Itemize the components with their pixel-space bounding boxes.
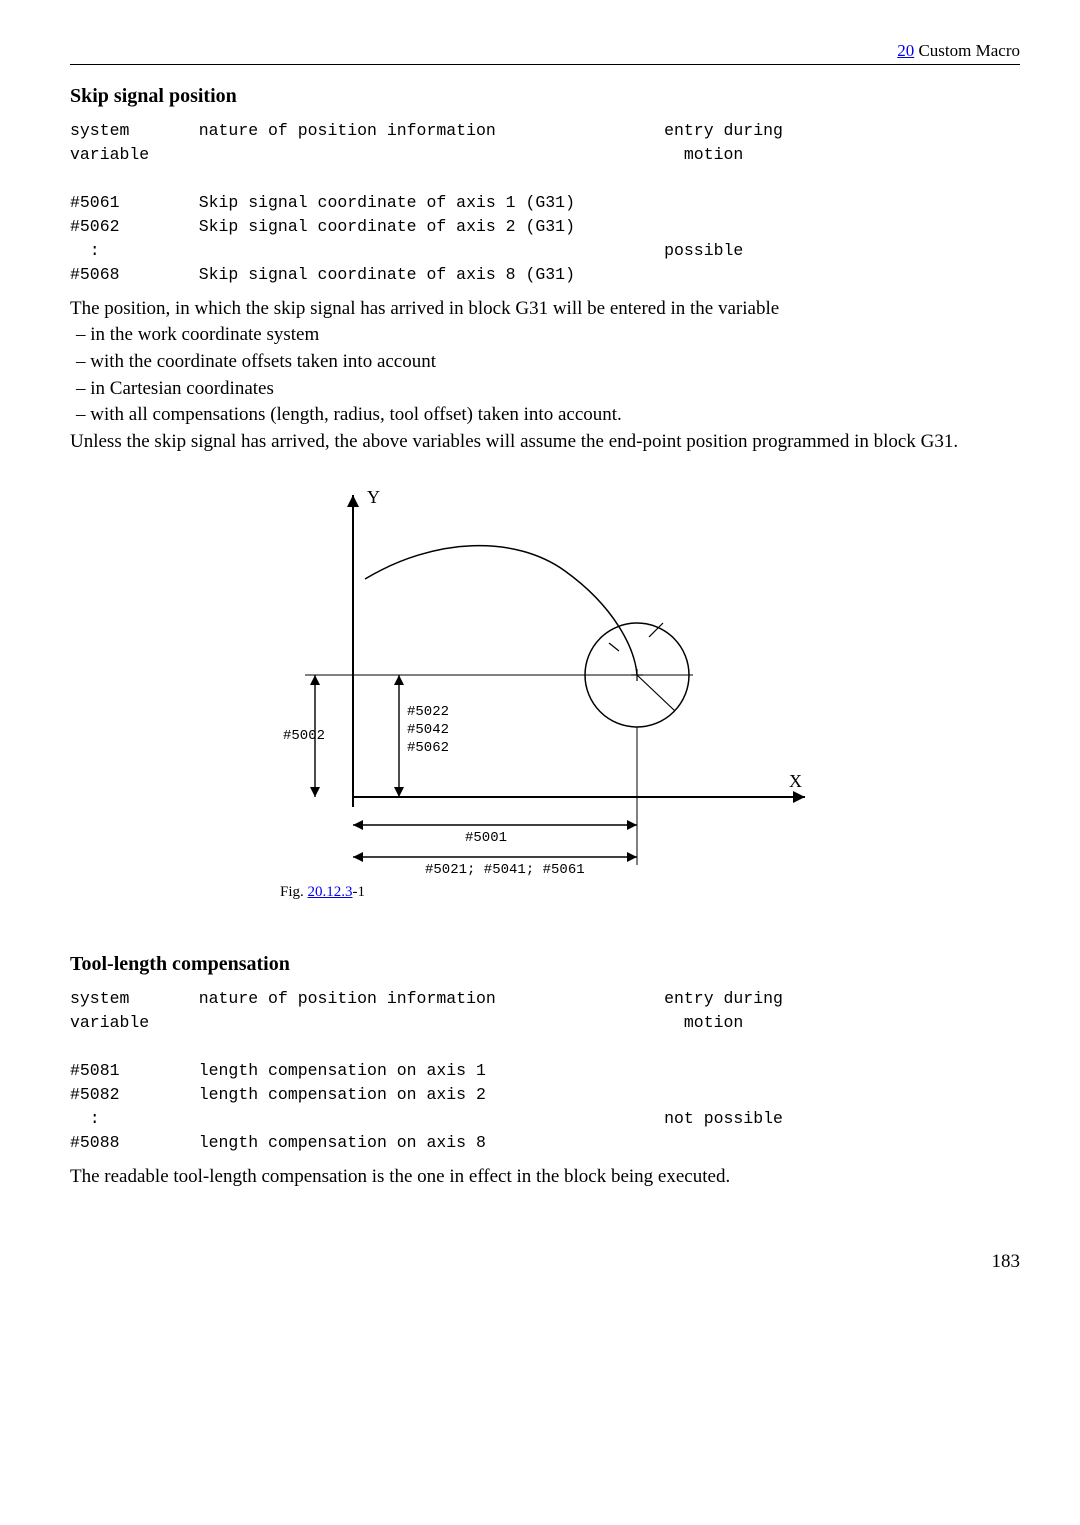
para-item: – with the coordinate offsets taken into…	[76, 350, 1020, 375]
fig-label-5062: #5062	[407, 740, 449, 756]
para-item: – in the work coordinate system	[76, 323, 1020, 348]
para-item: – with all compensations (length, radius…	[76, 403, 1020, 428]
page-header: 20 Custom Macro	[70, 40, 1020, 65]
para-line: The readable tool-length compensation is…	[70, 1165, 1020, 1190]
figure-container: Y X #5002 #5022 #50	[70, 479, 1020, 904]
chapter-title: Custom Macro	[914, 41, 1020, 60]
fig-link[interactable]: 20.12.3	[308, 884, 353, 900]
para-item: – in Cartesian coordinates	[76, 377, 1020, 402]
diagram-svg: Y X #5002 #5022 #50	[265, 479, 825, 879]
section1-body: The position, in which the skip signal h…	[70, 297, 1020, 455]
system-variable-table-1: system nature of position information en…	[70, 119, 1020, 286]
figure-caption: Fig. 20.12.3-1	[250, 883, 840, 903]
page-number: 183	[70, 1250, 1020, 1275]
fig-label-5001: #5001	[465, 830, 507, 846]
section-title-tool-length: Tool-length compensation	[70, 951, 1020, 977]
fig-prefix: Fig.	[280, 884, 308, 900]
fig-label-5042: #5042	[407, 722, 449, 738]
chapter-link[interactable]: 20	[897, 41, 914, 60]
x-axis-label: X	[789, 771, 802, 791]
para-line: The position, in which the skip signal h…	[70, 297, 1020, 322]
system-variable-table-2: system nature of position information en…	[70, 987, 1020, 1154]
fig-label-bottom2: #5021; #5041; #5061	[425, 862, 585, 878]
para-line: Unless the skip signal has arrived, the …	[70, 430, 1020, 455]
fig-label-5002: #5002	[283, 728, 325, 744]
fig-suffix: -1	[353, 884, 366, 900]
fig-label-5022: #5022	[407, 704, 449, 720]
y-axis-label: Y	[367, 487, 380, 507]
section-title-skip: Skip signal position	[70, 83, 1020, 109]
section2-body: The readable tool-length compensation is…	[70, 1165, 1020, 1190]
